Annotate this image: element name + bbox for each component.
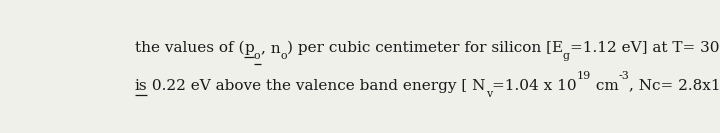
Text: g: g	[563, 51, 570, 61]
Text: cm: cm	[591, 79, 618, 93]
Text: ) per cubic centimeter for silicon [E: ) per cubic centimeter for silicon [E	[287, 40, 563, 55]
Text: o: o	[280, 51, 287, 61]
Text: =1.12 eV] at T= 300 K, if the Fermi energy: =1.12 eV] at T= 300 K, if the Fermi ener…	[570, 41, 720, 55]
Text: 19: 19	[577, 71, 591, 81]
Text: is: is	[135, 79, 148, 93]
Text: -3: -3	[618, 71, 629, 81]
Text: 0.22 eV above the valence band energy [ N: 0.22 eV above the valence band energy [ …	[148, 79, 485, 93]
Text: , Nc= 2.8x10: , Nc= 2.8x10	[629, 79, 720, 93]
Text: p: p	[244, 41, 254, 55]
Text: o: o	[254, 51, 261, 61]
Text: v: v	[485, 89, 492, 99]
Text: , n: , n	[261, 41, 280, 55]
Text: =1.04 x 10: =1.04 x 10	[492, 79, 577, 93]
Text: the values of (: the values of (	[135, 41, 244, 55]
